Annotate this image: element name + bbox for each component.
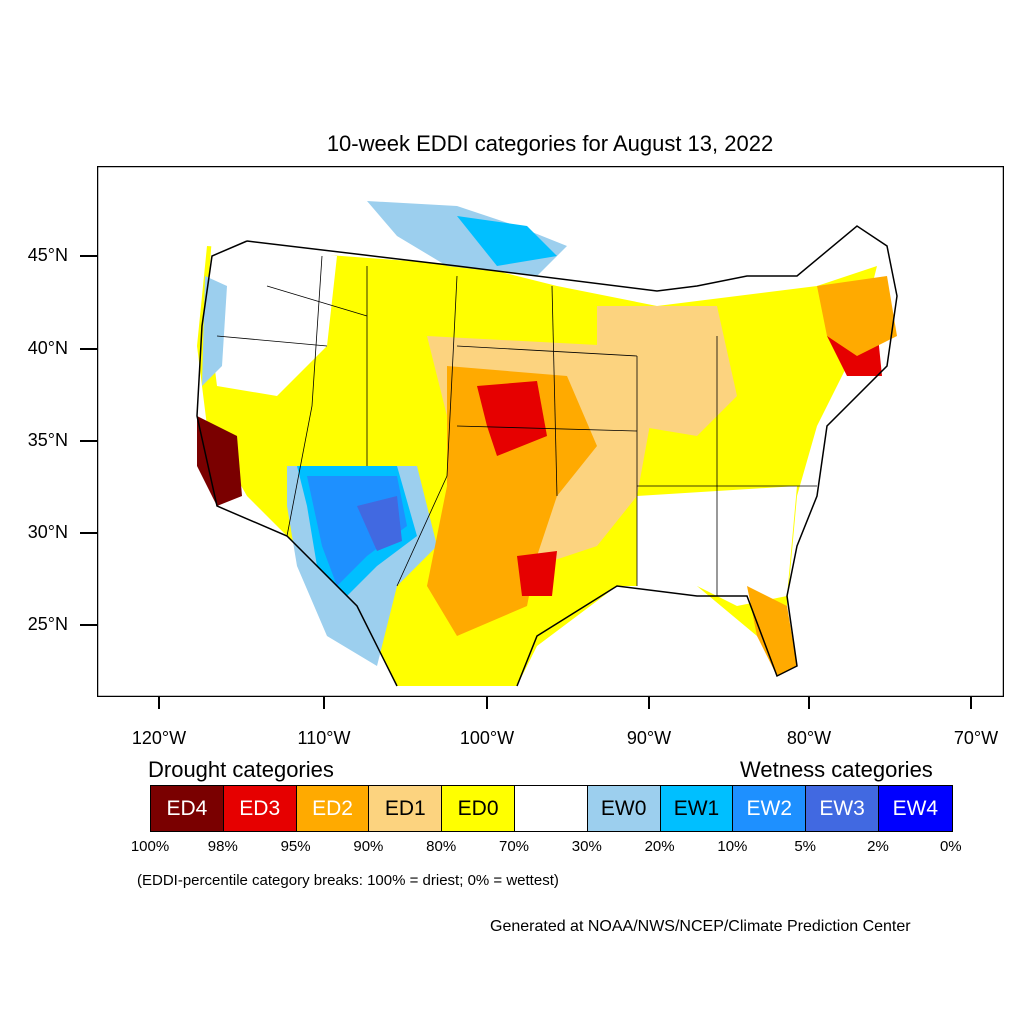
x-label-70: 70°W: [953, 728, 999, 748]
x-tick-90: [648, 697, 650, 709]
percentile-label: 98%: [207, 838, 238, 855]
credit-line: Generated at NOAA/NWS/NCEP/Climate Predi…: [490, 918, 911, 935]
percentile-label: 20%: [644, 838, 675, 855]
y-tick-45: [80, 255, 97, 257]
y-label-45: 45°N: [27, 245, 68, 265]
x-label-80: 80°W: [786, 728, 832, 748]
coastline: [196, 225, 898, 687]
x-tick-80: [808, 697, 810, 709]
y-tick-25: [80, 624, 97, 626]
x-tick-110: [323, 697, 325, 709]
percentile-label: 70%: [498, 838, 530, 855]
y-tick-40: [80, 348, 97, 350]
x-label-110: 110°W: [297, 728, 351, 748]
y-label-30: 30°N: [27, 522, 68, 542]
legend-box-ed0: ED0: [442, 786, 515, 831]
legend-box-ed2: ED2: [296, 786, 370, 831]
legend-box-ed1: ED1: [369, 786, 443, 831]
category-legend: ED4 ED3 ED2 ED1 ED0 EW0 EW1 EW2 EW3 EW4: [150, 785, 953, 832]
x-tick-100: [486, 697, 488, 709]
y-tick-35: [80, 440, 97, 442]
percentile-label: 2%: [867, 838, 889, 855]
x-label-100: 100°W: [459, 728, 515, 748]
percentile-label: 90%: [353, 838, 384, 855]
eddi-map: [97, 166, 1004, 697]
legend-box-ed3: ED3: [223, 786, 297, 831]
legend-box-ew0: EW0: [587, 786, 661, 831]
drought-heading: Drought categories: [148, 757, 334, 782]
x-tick-70: [970, 697, 972, 709]
category-note: (EDDI-percentile category breaks: 100% =…: [137, 872, 559, 889]
legend-box-ed4: ED4: [151, 786, 224, 831]
map-title: 10-week EDDI categories for August 13, 2…: [326, 131, 774, 156]
x-label-120: 120°W: [131, 728, 187, 748]
percentile-label: 0%: [939, 838, 962, 855]
percentile-label: 10%: [717, 838, 748, 855]
state-borders: [216, 255, 817, 596]
percentile-label: 30%: [571, 838, 602, 855]
eddi-category-fill: [197, 201, 897, 686]
percentile-label: 5%: [794, 838, 817, 855]
percentile-label: 80%: [426, 838, 457, 855]
y-label-35: 35°N: [27, 430, 68, 450]
y-label-40: 40°N: [27, 338, 68, 358]
y-tick-30: [80, 532, 97, 534]
legend-box-ew3: EW3: [806, 786, 879, 831]
x-tick-120: [158, 697, 160, 709]
y-label-25: 25°N: [27, 614, 68, 634]
percentile-label: 95%: [280, 838, 311, 855]
us-map-svg: [97, 166, 1004, 697]
legend-box-neutral: [514, 786, 588, 831]
percentile-label: 100%: [130, 838, 170, 855]
legend-box-ew1: EW1: [660, 786, 734, 831]
legend-box-ew2: EW2: [733, 786, 807, 831]
x-label-90: 90°W: [626, 728, 672, 748]
legend-box-ew4: EW4: [878, 786, 952, 831]
wetness-heading: Wetness categories: [740, 757, 933, 782]
